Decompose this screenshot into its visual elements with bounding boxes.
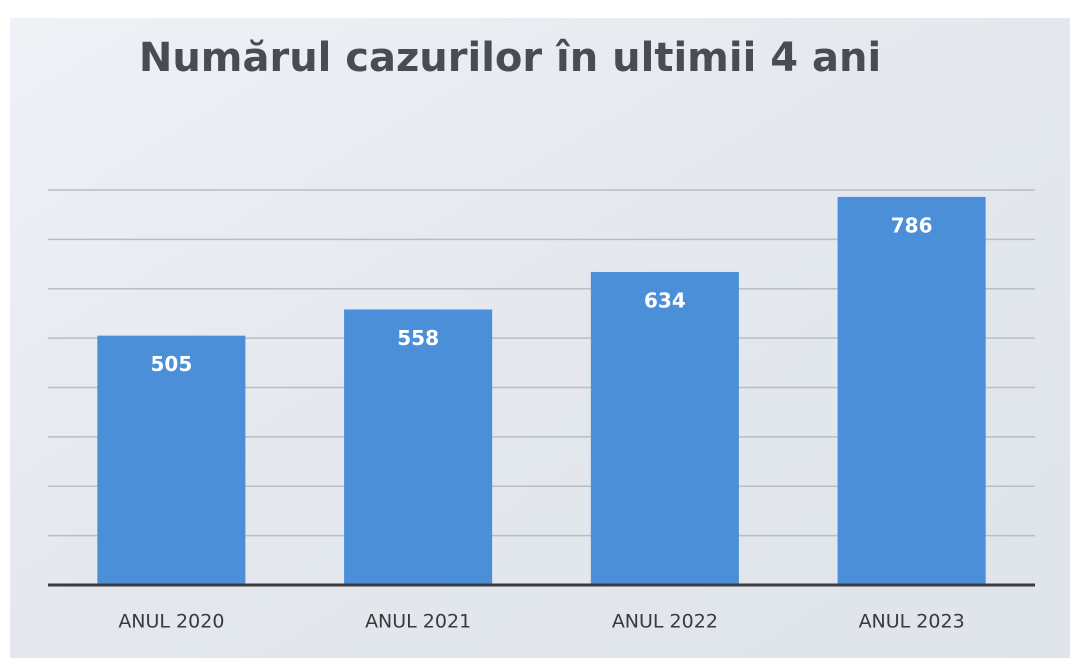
bar <box>590 271 739 585</box>
data-label: 634 <box>644 288 686 312</box>
data-label: 505 <box>151 352 193 376</box>
bar <box>97 335 246 585</box>
bar <box>344 309 493 585</box>
x-tick-label: ANUL 2021 <box>365 611 471 633</box>
data-label: 558 <box>397 326 439 350</box>
x-tick-label: ANUL 2020 <box>118 611 224 633</box>
bar <box>837 196 986 585</box>
x-tick-label: ANUL 2023 <box>859 611 965 633</box>
x-tick-label: ANUL 2022 <box>612 611 718 633</box>
chart-title: Numărul cazurilor în ultimii 4 ani <box>139 35 881 81</box>
data-label: 786 <box>891 213 933 237</box>
